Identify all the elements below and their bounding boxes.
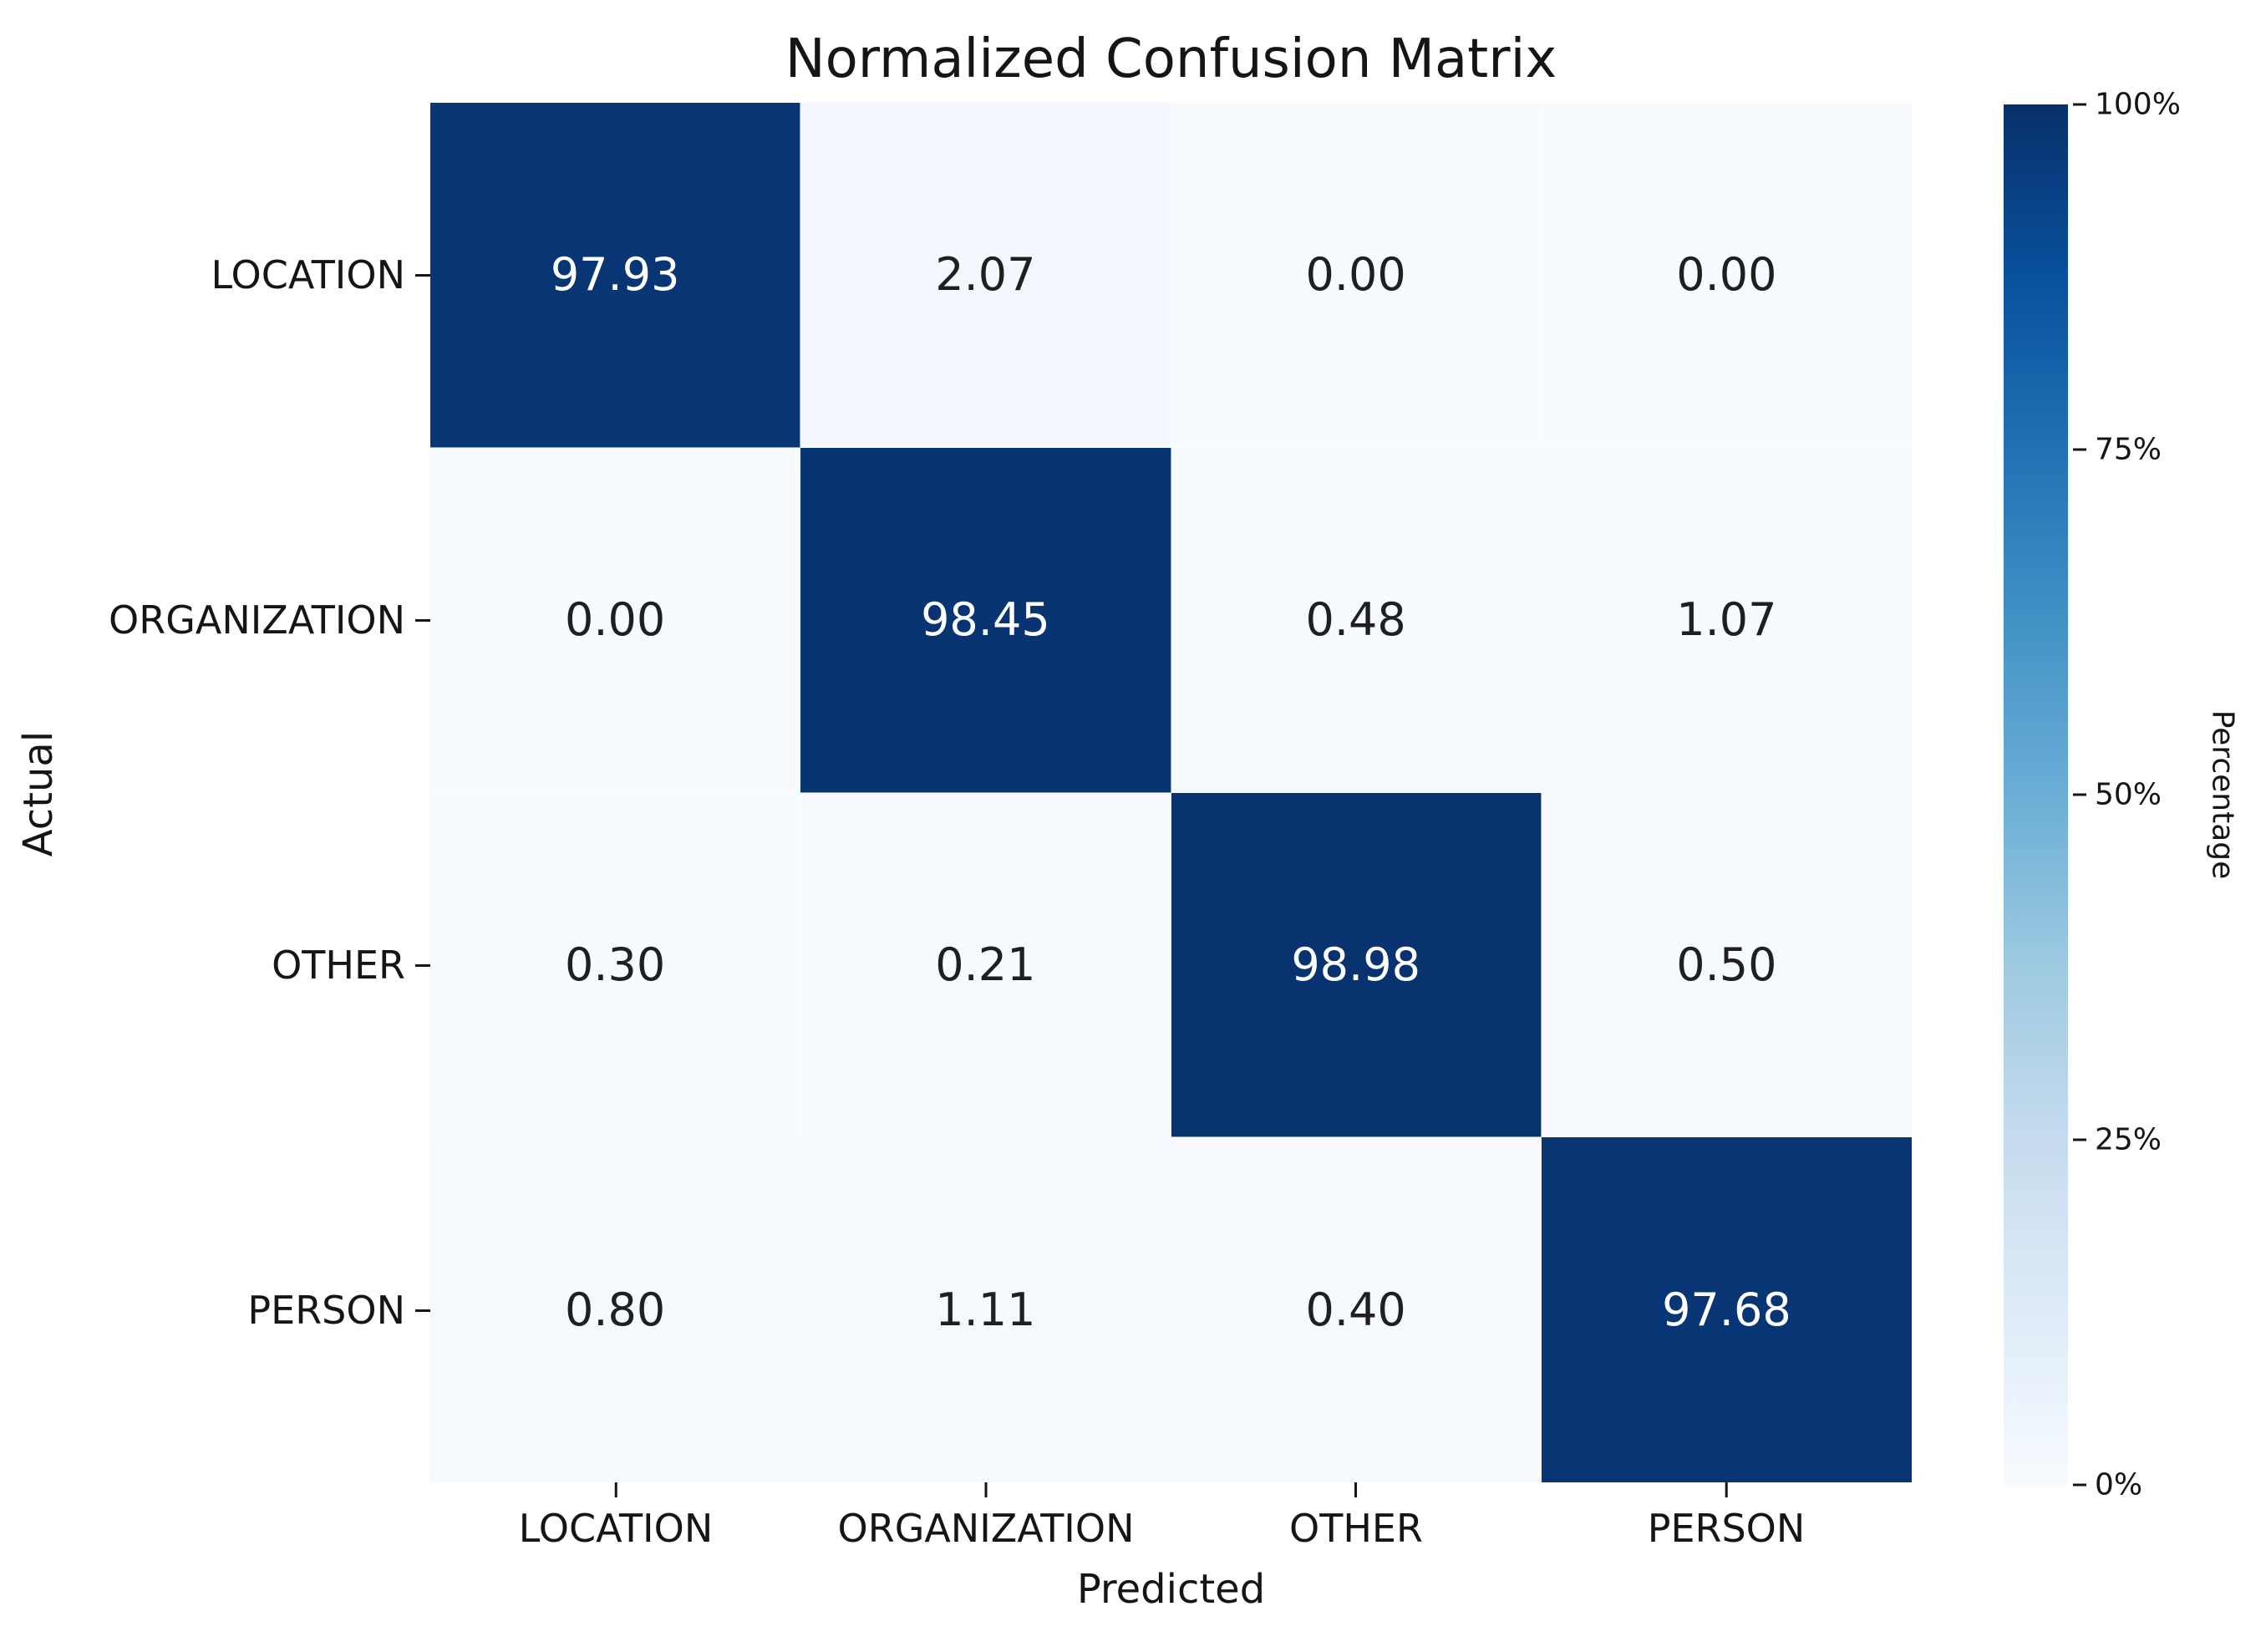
x-tick-other: OTHER <box>1289 1482 1423 1551</box>
cell-value: 0.80 <box>565 1283 666 1337</box>
cell-value: 0.00 <box>565 593 666 647</box>
heatmap-cell: 0.30 <box>430 792 801 1138</box>
colorbar-tick-label: 75% <box>2095 432 2162 467</box>
cell-value: 0.30 <box>565 938 666 991</box>
tick-mark <box>2073 1138 2086 1141</box>
tick-mark <box>2073 1483 2086 1487</box>
heatmap-cell: 0.40 <box>1171 1137 1542 1482</box>
x-tick-label: ORGANIZATION <box>837 1506 1135 1551</box>
colorbar-tick-label: 50% <box>2095 777 2162 812</box>
tick-mark <box>415 963 430 967</box>
cell-value: 0.21 <box>935 938 1036 991</box>
heatmap-cell: 0.48 <box>1171 447 1542 793</box>
y-tick-location: LOCATION <box>211 250 430 300</box>
colorbar-tick-label: 25% <box>2095 1122 2162 1157</box>
y-tick-label: PERSON <box>247 1288 405 1333</box>
tick-mark <box>415 273 430 277</box>
colorbar-label: Percentage <box>2205 709 2240 880</box>
heatmap-cell: 0.00 <box>1541 103 1912 448</box>
heatmap-cell: 98.98 <box>1171 792 1542 1138</box>
y-tick-label: OTHER <box>272 943 405 988</box>
x-tick-label: LOCATION <box>518 1506 714 1551</box>
x-axis-label: Predicted <box>1076 1566 1266 1613</box>
heatmap-cell: 1.11 <box>800 1137 1171 1482</box>
cell-value: 0.00 <box>1676 248 1777 302</box>
cell-value: 97.68 <box>1662 1283 1791 1337</box>
tick-mark <box>984 1482 988 1497</box>
heatmap-cell: 97.93 <box>430 103 801 448</box>
cell-value: 1.11 <box>935 1283 1036 1337</box>
cell-value: 97.93 <box>550 248 680 302</box>
x-tick-person: PERSON <box>1647 1482 1806 1551</box>
y-tick-person: PERSON <box>247 1285 430 1335</box>
cell-value: 0.48 <box>1305 593 1406 647</box>
y-axis-label: Actual <box>15 730 62 857</box>
colorbar-tick-0: 0% <box>2073 1468 2142 1502</box>
x-tick-organization: ORGANIZATION <box>837 1482 1135 1551</box>
colorbar-tick-label: 0% <box>2095 1467 2143 1502</box>
heatmap-cell: 0.00 <box>1171 103 1542 448</box>
cell-value: 98.45 <box>921 593 1050 647</box>
heatmap-cell: 0.00 <box>430 447 801 793</box>
cell-value: 98.98 <box>1291 938 1420 991</box>
tick-mark <box>614 1482 617 1497</box>
colorbar-tick-75: 75% <box>2073 433 2162 467</box>
tick-mark <box>1725 1482 1728 1497</box>
heatmap-cell: 0.80 <box>430 1137 801 1482</box>
cell-value: 2.07 <box>935 248 1036 302</box>
y-tick-organization: ORGANIZATION <box>109 595 430 645</box>
tick-mark <box>2073 448 2086 451</box>
tick-mark <box>1354 1482 1358 1497</box>
heatmap-cell: 0.21 <box>800 792 1171 1138</box>
cell-value: 0.40 <box>1305 1283 1406 1337</box>
x-tick-label: PERSON <box>1647 1506 1806 1551</box>
cell-value: 1.07 <box>1676 593 1777 647</box>
cell-value: 0.50 <box>1676 938 1777 991</box>
heatmap-cell: 2.07 <box>800 103 1171 448</box>
x-tick-label: OTHER <box>1289 1506 1423 1551</box>
heatmap-cell: 97.68 <box>1541 1137 1912 1482</box>
tick-mark <box>2073 793 2086 796</box>
tick-mark <box>415 618 430 622</box>
heatmap-grid: 97.93 2.07 0.00 0.00 0.00 98.45 0.48 1.0… <box>430 103 1912 1482</box>
cell-value: 0.00 <box>1305 248 1406 302</box>
y-tick-other: OTHER <box>272 940 430 990</box>
heatmap-cell: 0.50 <box>1541 792 1912 1138</box>
colorbar-tick-50: 50% <box>2073 778 2162 812</box>
y-tick-label: ORGANIZATION <box>109 597 405 643</box>
y-tick-label: LOCATION <box>211 252 406 297</box>
colorbar-gradient <box>2004 104 2068 1485</box>
heatmap-cell: 1.07 <box>1541 447 1912 793</box>
colorbar-tick-100: 100% <box>2073 88 2181 122</box>
colorbar-tick-25: 25% <box>2073 1123 2162 1157</box>
colorbar-tick-label: 100% <box>2095 87 2181 122</box>
chart-title: Normalized Confusion Matrix <box>785 28 1557 90</box>
tick-mark <box>2073 103 2086 106</box>
heatmap-cell: 98.45 <box>800 447 1171 793</box>
tick-mark <box>415 1309 430 1312</box>
x-tick-location: LOCATION <box>518 1482 714 1551</box>
